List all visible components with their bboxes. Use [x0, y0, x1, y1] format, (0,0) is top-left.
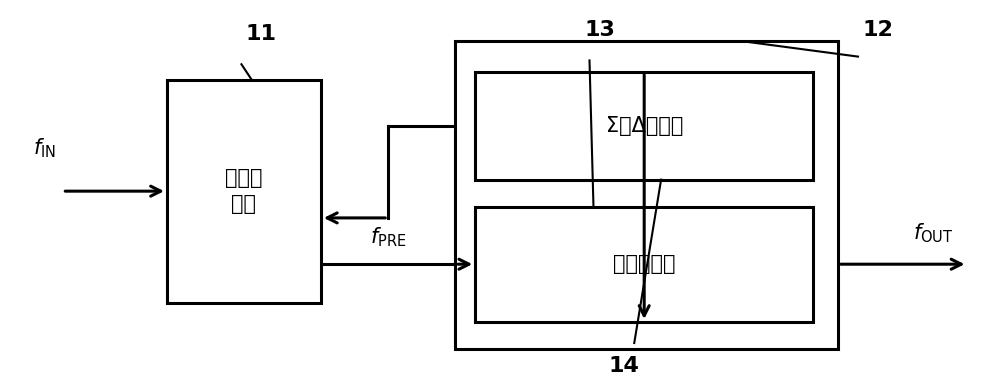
Bar — [455, 41, 838, 349]
Text: $f_{\mathrm{PRE}}$: $f_{\mathrm{PRE}}$ — [370, 225, 406, 249]
Text: $f_{\mathrm{OUT}}$: $f_{\mathrm{OUT}}$ — [913, 222, 953, 245]
Text: 12: 12 — [862, 20, 893, 40]
Text: 双模分
频器: 双模分 频器 — [225, 168, 263, 215]
Text: 程控分频器: 程控分频器 — [613, 254, 675, 274]
Text: 11: 11 — [246, 23, 277, 44]
Bar — [475, 207, 813, 322]
Text: 14: 14 — [609, 356, 640, 376]
Text: Σ－Δ调制器: Σ－Δ调制器 — [606, 116, 683, 136]
Text: 13: 13 — [584, 20, 615, 40]
Text: $f_{\mathrm{IN}}$: $f_{\mathrm{IN}}$ — [33, 137, 56, 160]
Bar — [167, 80, 321, 303]
Bar — [475, 72, 813, 180]
